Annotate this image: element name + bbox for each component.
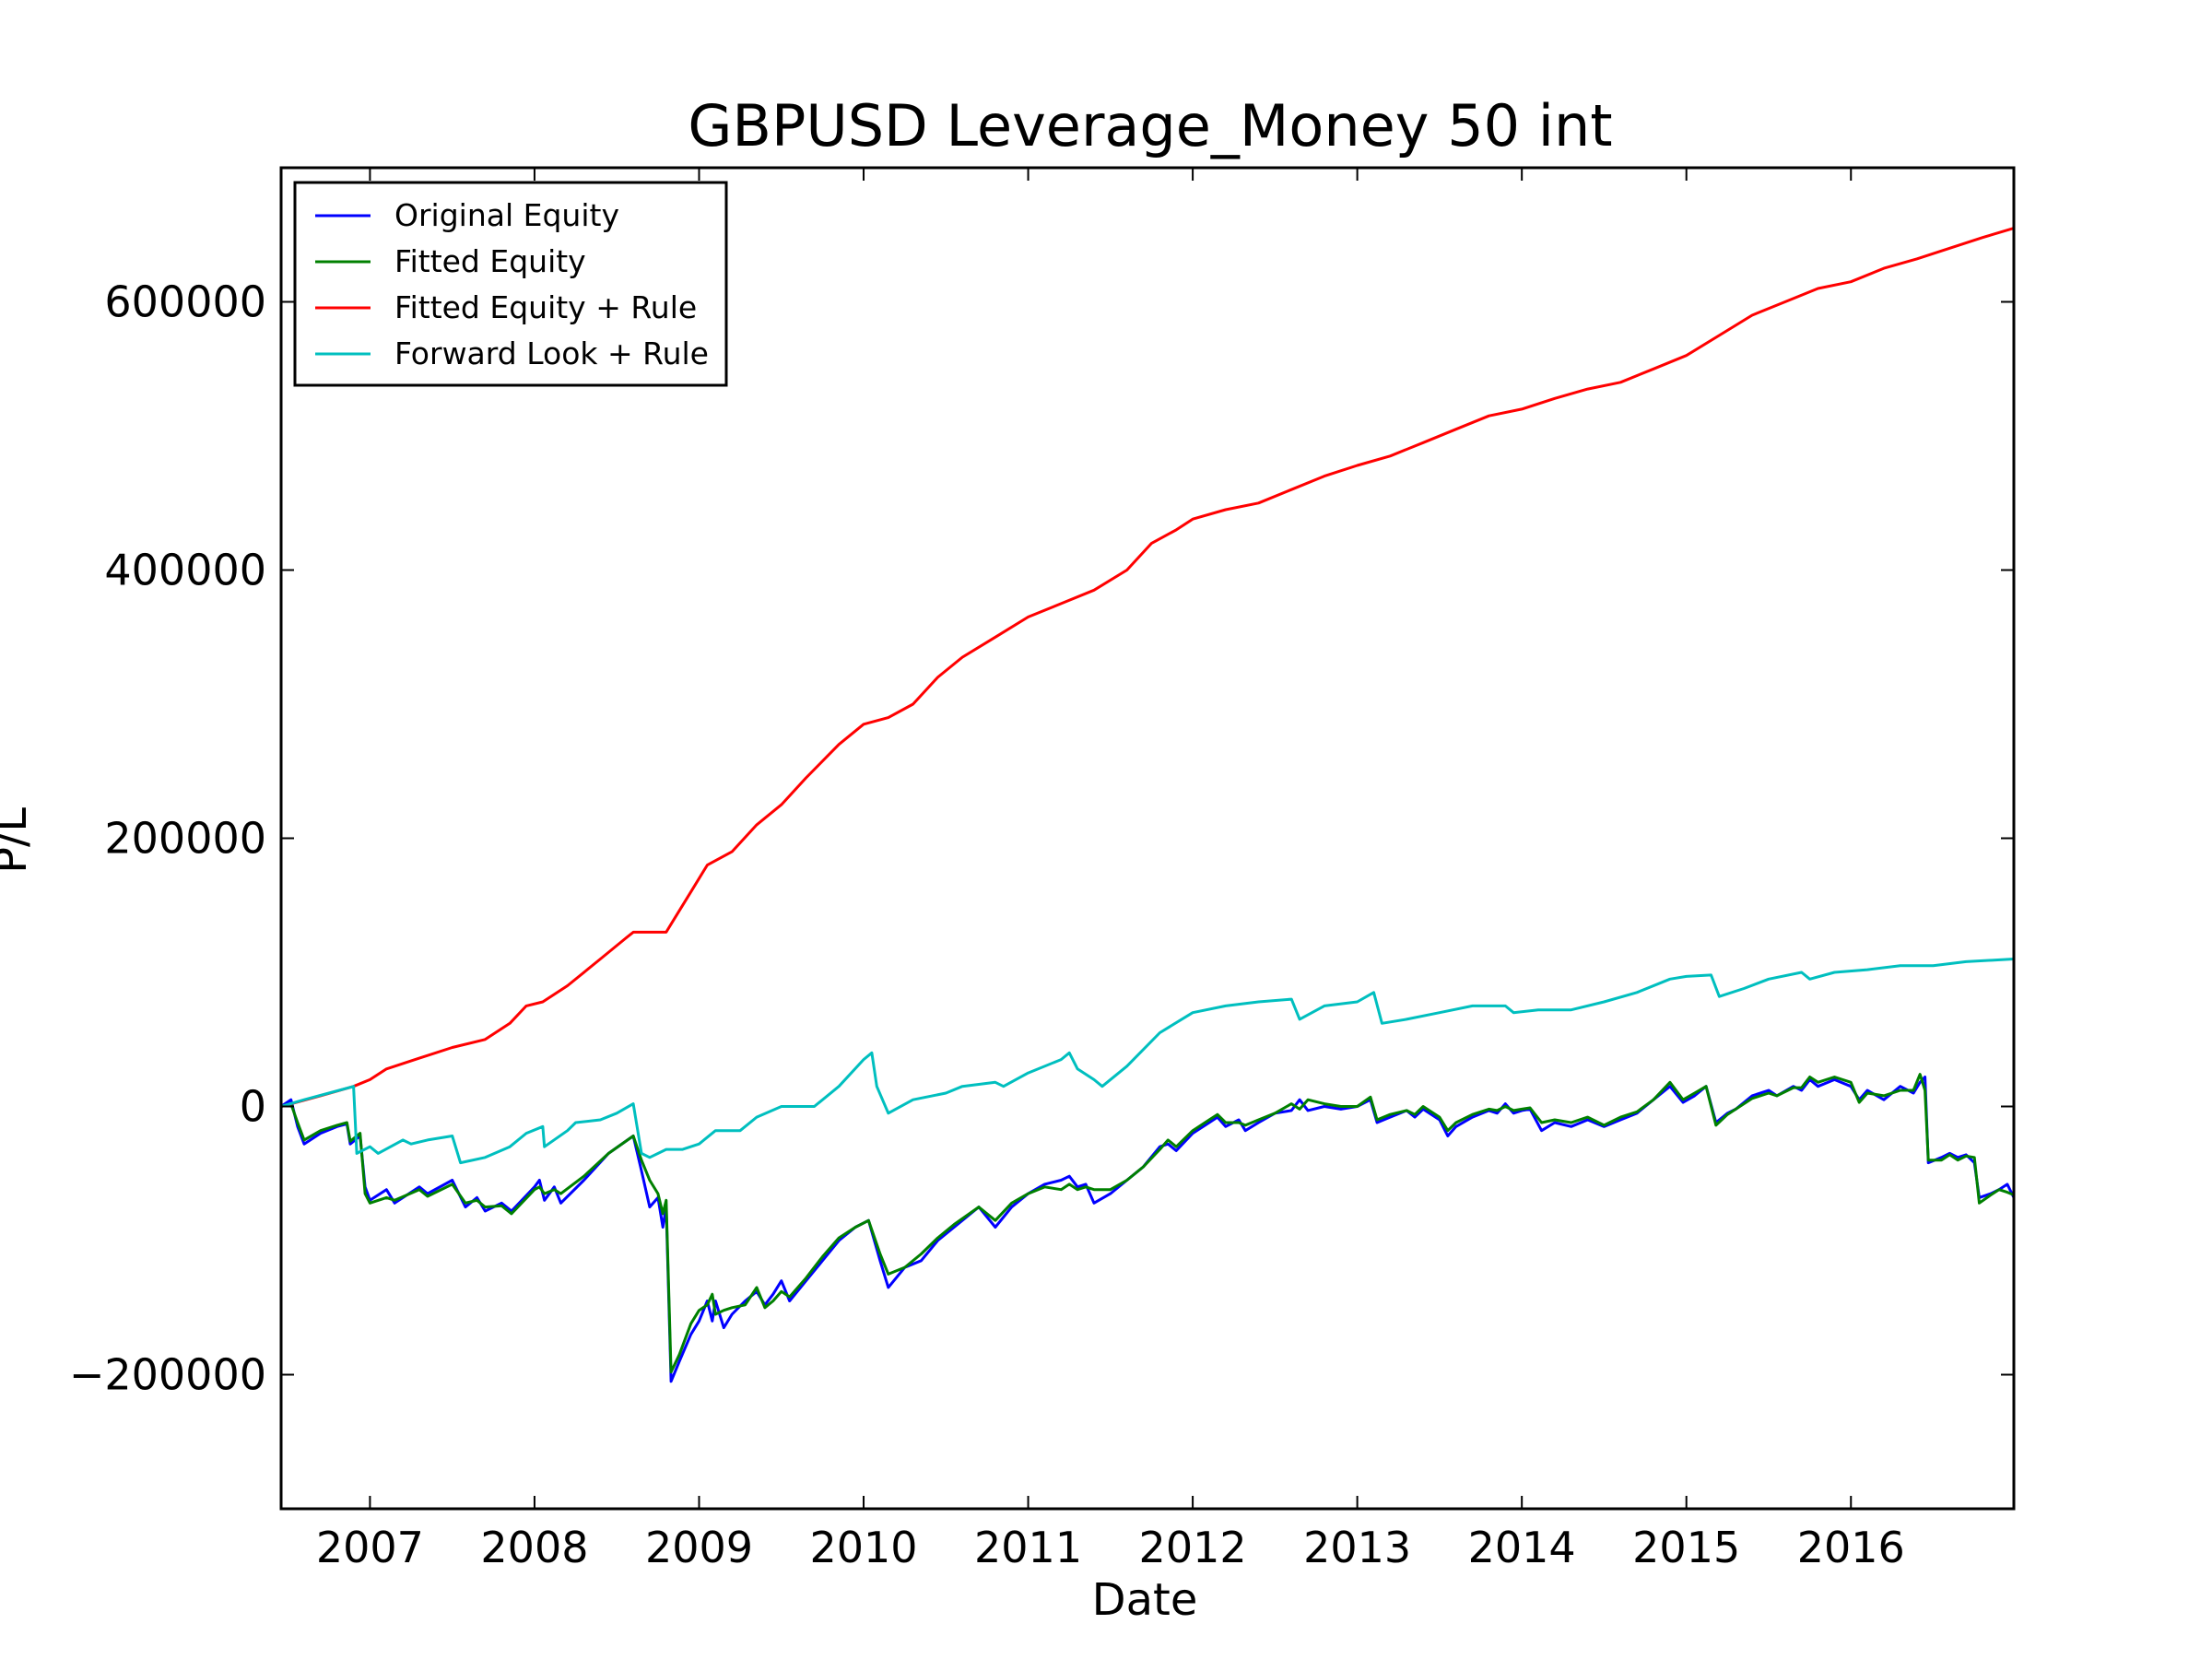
series-layer: [281, 227, 2014, 1383]
legend-label: Original Equity: [394, 197, 619, 233]
x-tick-label: 2016: [1797, 1523, 1905, 1572]
y-axis-label: P/L: [0, 807, 37, 874]
x-tick-label: 2014: [1468, 1523, 1576, 1572]
ticks-layer: 2007 2008 2009 2010 2011 2012 2013 2014 2015 2016…: [69, 168, 2014, 1572]
y-tick-label: 200000: [104, 814, 266, 864]
legend: Original Equity Fitted Equity Fitted Equit…: [293, 181, 728, 387]
legend-label: Forward Look + Rule: [394, 335, 709, 371]
x-tick-label: 2010: [809, 1523, 917, 1572]
x-tick-label: 2008: [480, 1523, 588, 1572]
series-line-2: [281, 1073, 2014, 1374]
x-axis-label: Date: [1092, 1574, 1198, 1626]
y-tick-label: −200000: [69, 1350, 266, 1400]
y-tick-label: 400000: [104, 546, 266, 595]
x-tick-label: 2013: [1303, 1523, 1411, 1572]
legend-label: Fitted Equity + Rule: [394, 289, 697, 325]
y-tick-label: 600000: [104, 277, 266, 327]
x-tick-label: 2007: [316, 1523, 424, 1572]
x-tick-label: 2015: [1632, 1523, 1740, 1572]
chart-title: GBPUSD Leverage_Money 50 int: [688, 92, 1612, 159]
series-line-4: [281, 958, 2014, 1165]
x-tick-label: 2012: [1139, 1523, 1247, 1572]
y-tick-label: 0: [240, 1082, 266, 1132]
series-line-3: [281, 227, 2014, 1108]
legend-label: Fitted Equity: [394, 243, 586, 279]
x-tick-label: 2011: [974, 1523, 1082, 1572]
x-tick-label: 2009: [645, 1523, 753, 1572]
